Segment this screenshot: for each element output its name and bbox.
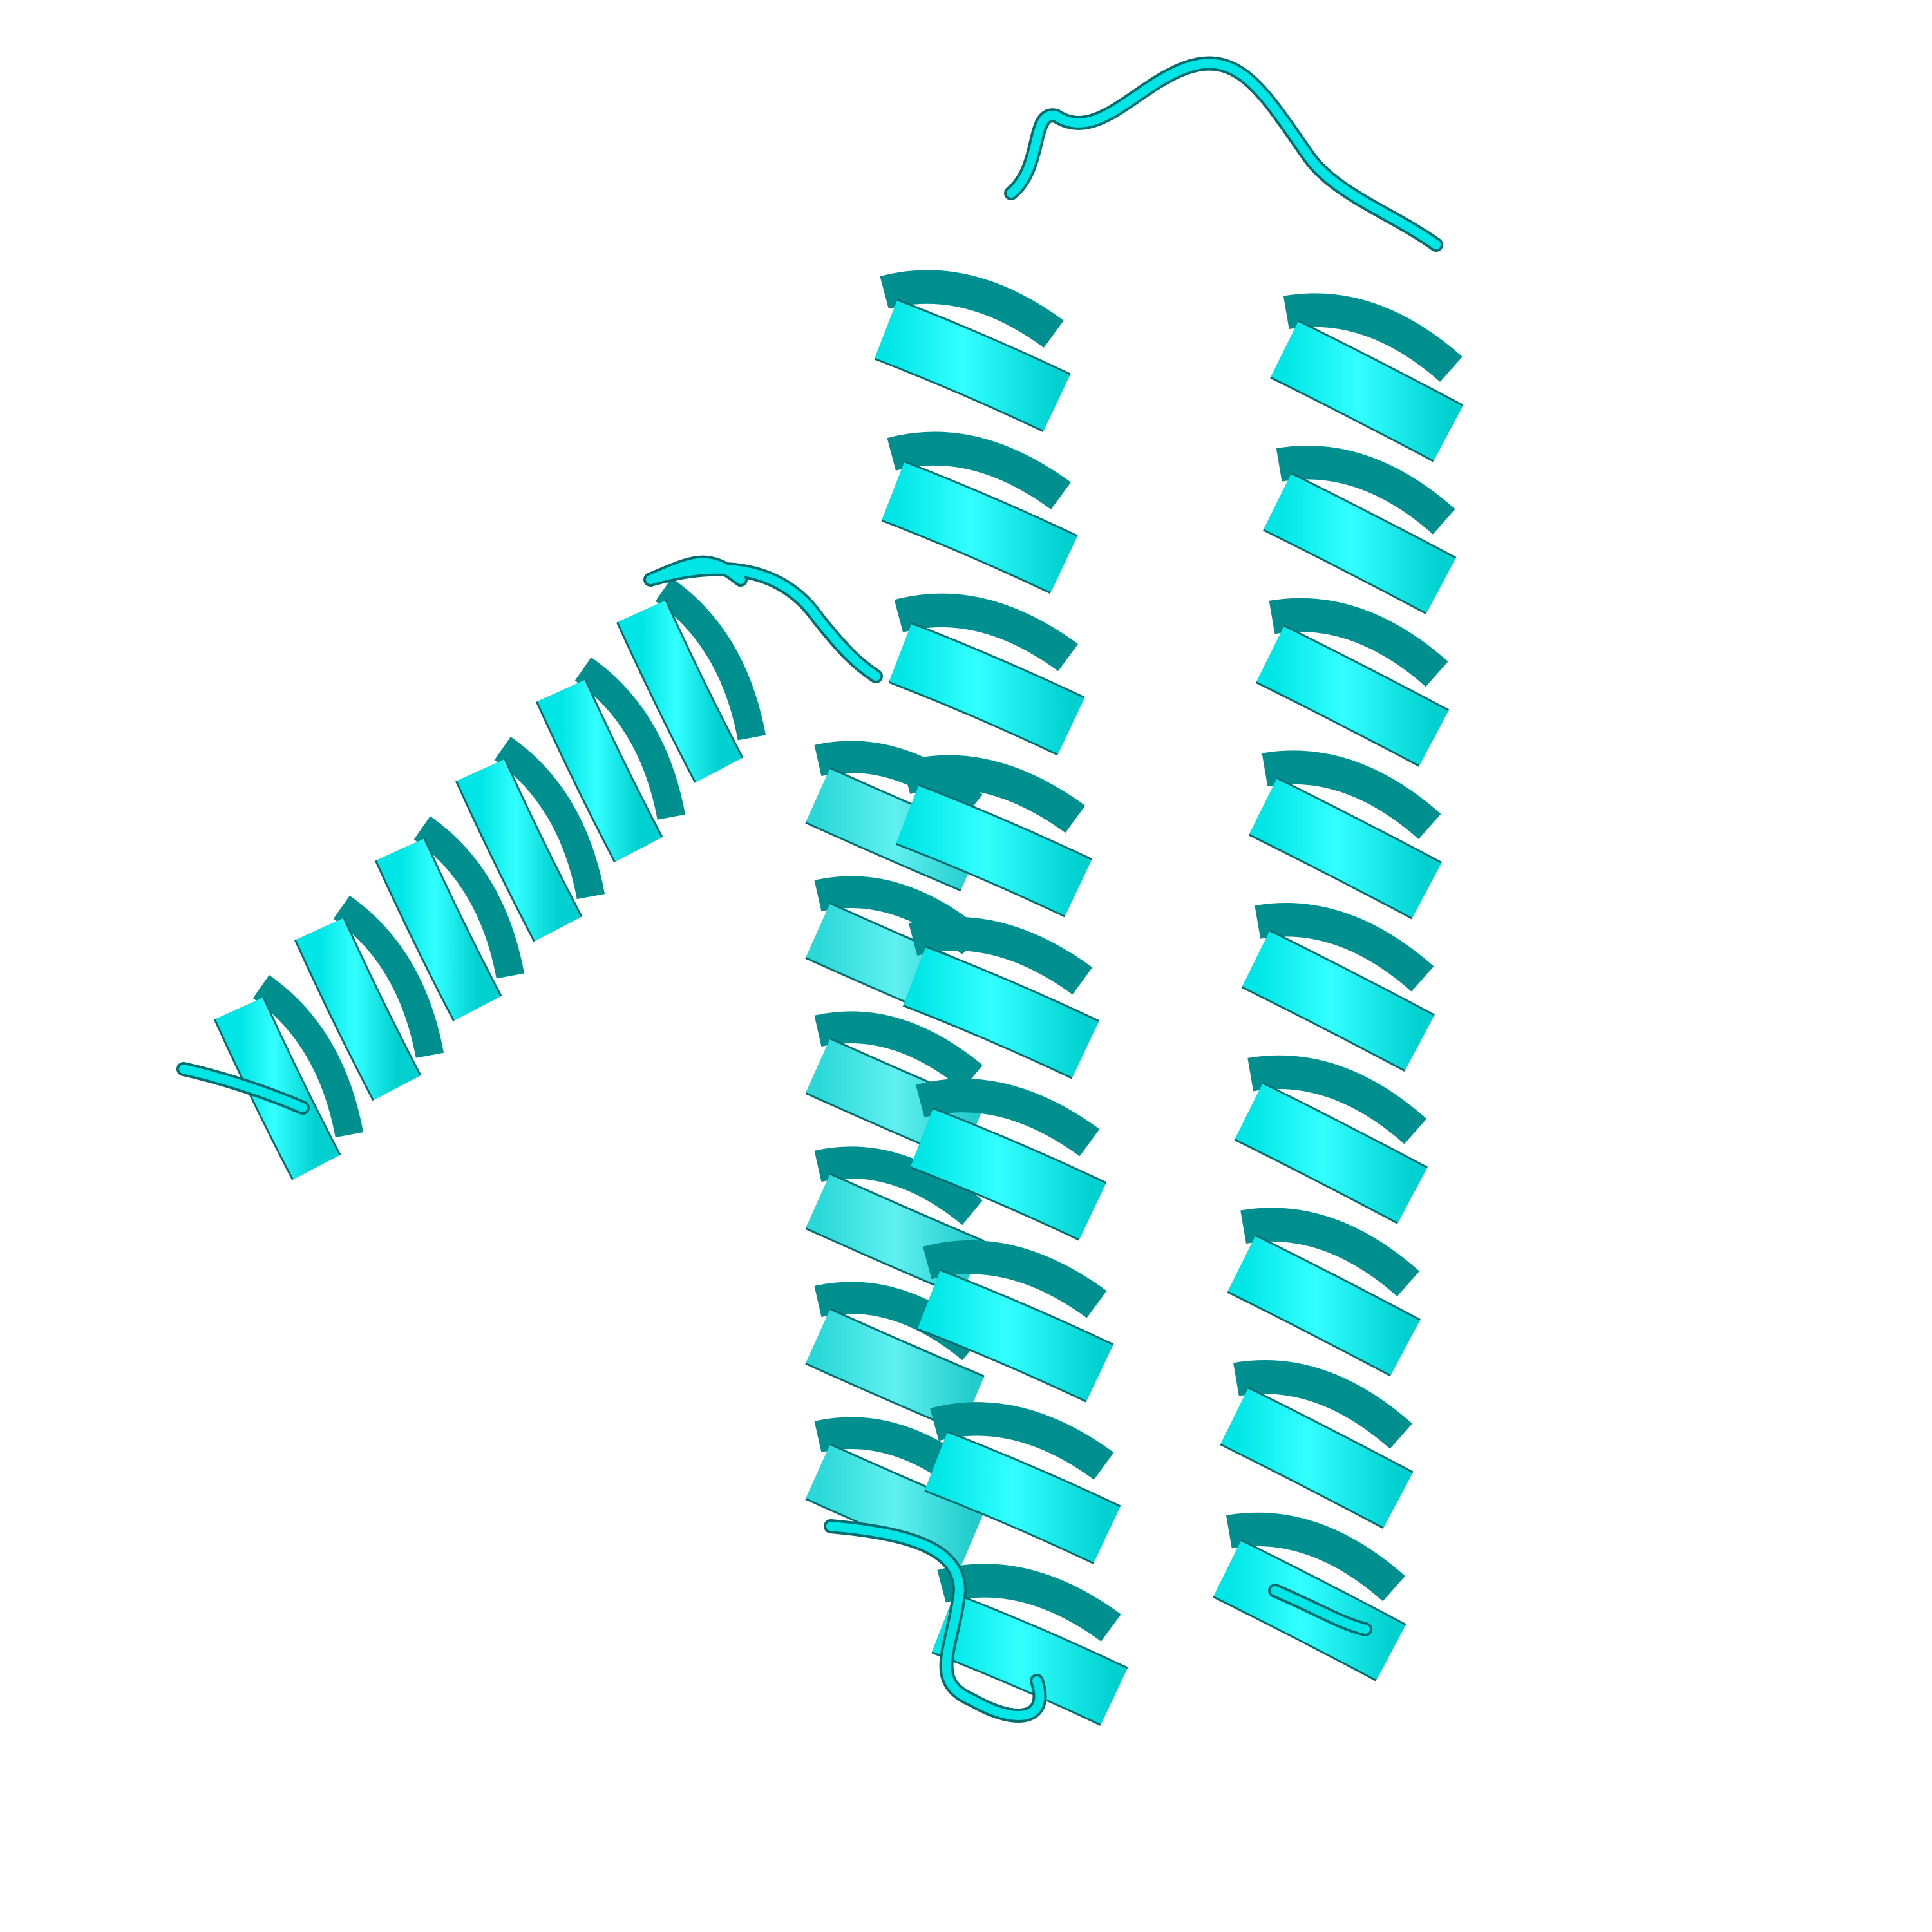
helix-right-band	[1220, 1388, 1413, 1528]
helix-tilted-back-strip	[413, 816, 525, 979]
helix-front-band	[925, 1432, 1121, 1563]
helix-right-back-strip	[1240, 1208, 1420, 1297]
helix-right-band	[1264, 474, 1455, 613]
helix-front-back-strip	[901, 755, 1086, 833]
helix-right-back-strip	[1283, 293, 1463, 383]
loop-bottom-tube	[826, 1522, 1045, 1720]
helix-tilted-back-strip	[574, 657, 686, 820]
helix-right-back-strip	[1269, 598, 1448, 687]
loop-top	[1004, 56, 1443, 252]
loop-top-tube	[1007, 59, 1441, 249]
helix-front-back-strip	[887, 431, 1071, 510]
helix-front-band	[896, 786, 1092, 916]
helix-right-band	[1249, 779, 1441, 918]
n-terminal-tail	[176, 1062, 310, 1115]
helix-tilted-band	[537, 679, 661, 862]
helix-front-band	[889, 624, 1084, 754]
loop-bottom	[824, 1519, 1047, 1723]
helix-back-back-strip	[814, 1011, 983, 1090]
helix-tilted-band	[296, 918, 420, 1100]
helix-right-back-strip	[1276, 446, 1455, 535]
helix-right-back-strip	[1247, 1055, 1427, 1144]
helix-front-back-strip	[908, 916, 1093, 995]
helix-right-back-strip	[1226, 1512, 1405, 1602]
helix-front-back-strip	[880, 270, 1064, 348]
helix-front-band	[882, 462, 1077, 592]
helix-front-band	[875, 300, 1070, 431]
loop-tilted-to-back-tube	[646, 558, 880, 681]
helix-back-band	[806, 1444, 984, 1566]
helix-front-back-strip	[930, 1402, 1114, 1480]
helix-front-band	[932, 1594, 1128, 1725]
n-terminal-tail-tube	[179, 1065, 307, 1112]
helix-back-back-strip	[814, 1146, 983, 1226]
helix-front-band	[903, 947, 1099, 1077]
helix-tilted-band	[618, 600, 742, 782]
helix-front-back-strip	[923, 1240, 1107, 1318]
helix-tilted-band	[457, 759, 581, 942]
mid-layer	[1004, 56, 1464, 1681]
helix-right	[1213, 293, 1464, 1681]
front-layer	[176, 270, 1128, 1726]
helix-right-back-strip	[1233, 1360, 1412, 1449]
back-layer	[805, 741, 985, 1568]
helix-tilted-back-strip	[494, 737, 605, 900]
loop-tilted-to-back	[643, 555, 883, 683]
helix-front-band	[918, 1271, 1113, 1401]
helix-right-band	[1256, 627, 1448, 766]
helix-right-band	[1271, 321, 1463, 460]
helix-tilted-back-strip	[333, 895, 444, 1058]
helix-back-band	[806, 1309, 984, 1431]
helix-tilted-band	[376, 838, 500, 1021]
helix-right-band	[1235, 1084, 1427, 1223]
helix-right-band	[1227, 1236, 1420, 1375]
c-terminal-tail-tube	[1271, 1586, 1370, 1634]
helix-back-back-strip	[814, 741, 983, 820]
c-terminal-tail	[1268, 1584, 1372, 1636]
helix-right-band	[1242, 931, 1434, 1070]
helix-front-back-strip	[916, 1079, 1100, 1157]
helix-tilted-back-strip	[252, 975, 364, 1138]
helix-right-back-strip	[1255, 903, 1434, 992]
helix-back	[805, 741, 985, 1568]
helix-front-back-strip	[894, 593, 1078, 672]
helix-tilted	[214, 578, 766, 1180]
helix-tilted-back-strip	[655, 578, 766, 741]
helix-tilted-band	[215, 998, 339, 1180]
helix-right-back-strip	[1262, 750, 1441, 840]
helix-front	[874, 270, 1128, 1726]
helix-front-band	[911, 1109, 1106, 1239]
loop-top-edge	[1004, 56, 1443, 252]
